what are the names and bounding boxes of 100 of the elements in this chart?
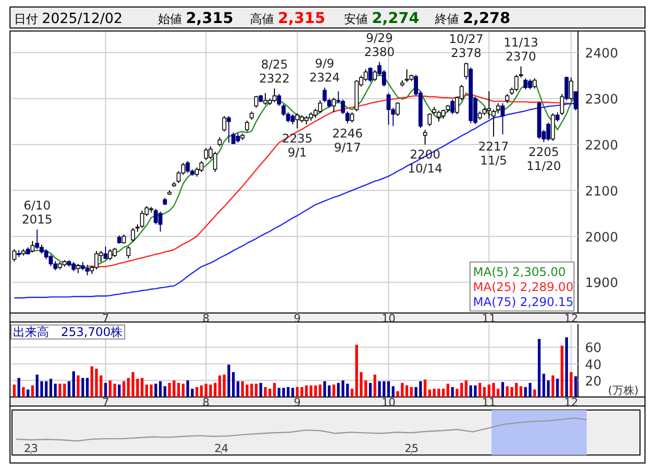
- candlestick: [496, 102, 500, 114]
- bar: [214, 382, 216, 397]
- bar: [81, 378, 84, 397]
- candlestick: [236, 132, 240, 144]
- bar: [560, 346, 564, 397]
- y-tick-label: 2300: [585, 92, 618, 108]
- candlestick: [423, 129, 428, 145]
- bar: [396, 391, 400, 397]
- bar: [86, 378, 89, 397]
- bar: [552, 375, 554, 397]
- bar: [437, 388, 440, 397]
- bar: [496, 388, 500, 397]
- candlestick: [345, 110, 350, 124]
- bar: [432, 388, 436, 397]
- candlestick: [108, 248, 112, 261]
- candlestick: [492, 109, 496, 138]
- x-tick-label: 12: [564, 396, 578, 409]
- annotation: 9/9 2324: [309, 56, 340, 85]
- annotation: 10/27 2378: [448, 32, 484, 60]
- bar: [392, 386, 395, 397]
- bar: [222, 374, 226, 397]
- bar: [446, 384, 450, 397]
- candlestick: [226, 116, 231, 144]
- candlestick: [550, 112, 555, 142]
- x-tick-label: 9: [294, 396, 301, 409]
- bar: [113, 384, 116, 397]
- bar: [12, 384, 16, 397]
- bar: [254, 384, 258, 397]
- candlestick: [564, 76, 569, 101]
- x-tick-label: 24: [214, 442, 228, 455]
- annotation: 2217 11/5: [478, 140, 509, 168]
- candlestick: [350, 112, 354, 123]
- y-tick-label: 40: [585, 358, 602, 373]
- bar: [40, 381, 44, 397]
- annotation: 9/29 2380: [364, 30, 395, 59]
- y-tick-label: 2000: [585, 230, 618, 246]
- annotation: 2246 9/17: [332, 126, 363, 154]
- candlestick: [276, 93, 282, 106]
- bar: [424, 380, 426, 397]
- bar: [336, 382, 340, 397]
- candlestick: [204, 148, 208, 161]
- candlestick: [450, 98, 455, 115]
- candlestick: [518, 66, 523, 78]
- bar: [17, 378, 20, 397]
- x-tick-label: 10: [382, 312, 396, 325]
- candlestick: [396, 102, 400, 117]
- candlestick: [199, 160, 204, 173]
- chart-title: 出来高 253,700株: [13, 325, 123, 339]
- x-tick-label: 23: [24, 442, 38, 455]
- bar: [510, 387, 514, 397]
- candlestick: [464, 62, 468, 80]
- bar: [323, 381, 326, 397]
- x-tick-label: 8: [202, 396, 210, 409]
- bar: [405, 385, 408, 397]
- candlestick: [245, 120, 250, 132]
- bar: [538, 338, 541, 397]
- bar: [410, 387, 413, 397]
- candlestick: [222, 116, 226, 132]
- text: 安値 2,274: [344, 9, 420, 27]
- candlestick: [555, 112, 560, 122]
- bar: [118, 384, 121, 397]
- bar: [574, 376, 578, 397]
- bar: [556, 378, 559, 397]
- bar: [478, 382, 482, 397]
- text: 始値 2,315: [158, 9, 234, 27]
- bar: [374, 374, 376, 397]
- bar: [451, 387, 454, 397]
- candlestick: [514, 74, 518, 92]
- bar: [515, 382, 518, 397]
- bar: [158, 381, 162, 397]
- annotation: 2235 9/1: [282, 131, 313, 160]
- bar: [364, 380, 368, 397]
- bar: [469, 385, 472, 397]
- candlestick: [560, 93, 564, 116]
- bar: [442, 388, 445, 397]
- candlestick: [428, 112, 432, 127]
- bar: [22, 387, 25, 397]
- annotation: 11/13 2370: [504, 35, 538, 64]
- x-tick-label: 25: [404, 442, 419, 455]
- bar: [291, 388, 294, 397]
- text: 高値 2,315: [250, 9, 326, 27]
- candlestick: [574, 91, 578, 112]
- bar: [565, 337, 568, 397]
- bar: [533, 390, 536, 397]
- x-tick-label: 10: [382, 396, 396, 409]
- bar: [328, 385, 331, 397]
- text: 日付 2025/12/02: [14, 11, 123, 27]
- text: 終値 2,278: [434, 9, 510, 27]
- x-tick-label: 7: [102, 396, 110, 409]
- candlestick: [76, 263, 80, 274]
- bar: [570, 372, 573, 397]
- bar: [104, 382, 107, 397]
- x-tick-label: 7: [102, 312, 110, 325]
- bar: [72, 371, 75, 397]
- candlestick: [140, 210, 144, 229]
- candlestick: [282, 104, 286, 117]
- bar: [145, 384, 148, 397]
- candlestick: [130, 228, 135, 242]
- annotation: 6/10 2015: [22, 198, 52, 226]
- candlestick: [386, 92, 391, 126]
